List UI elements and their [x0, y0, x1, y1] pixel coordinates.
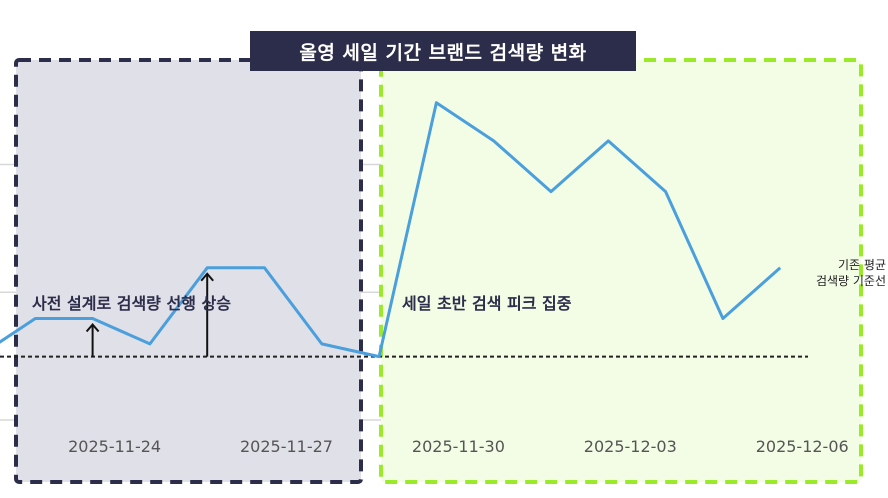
series-line — [0, 101, 782, 359]
region-sale-period — [379, 58, 863, 484]
baseline-label-line1: 기존 평균 — [838, 258, 886, 272]
rise-arrows — [85, 272, 214, 357]
rise-arrow — [85, 322, 100, 357]
annotation-sale: 세일 초반 검색 피크 집중 — [402, 294, 572, 313]
x-tick-label: 2025-11-27 — [240, 437, 333, 456]
baseline-label: 기존 평균 검색량 기준선 — [816, 257, 886, 289]
region-pre-sale — [14, 58, 363, 484]
x-tick-label: 2025-12-06 — [756, 437, 849, 456]
x-tick-label: 2025-11-24 — [68, 437, 161, 456]
annotation-pre-sale: 사전 설계로 검색량 선행 상승 — [32, 294, 231, 313]
baseline-label-line2: 검색량 기준선 — [815, 274, 886, 288]
rise-arrow — [200, 272, 214, 357]
x-tick-label: 2025-12-03 — [584, 437, 677, 456]
x-tick-label: 2025-11-30 — [412, 437, 505, 456]
chart-title: 올영 세일 기간 브랜드 검색량 변화 — [250, 31, 636, 71]
x-axis-ticks: 2025-11-24 2025-11-27 2025-11-30 2025-12-03… — [68, 437, 849, 456]
